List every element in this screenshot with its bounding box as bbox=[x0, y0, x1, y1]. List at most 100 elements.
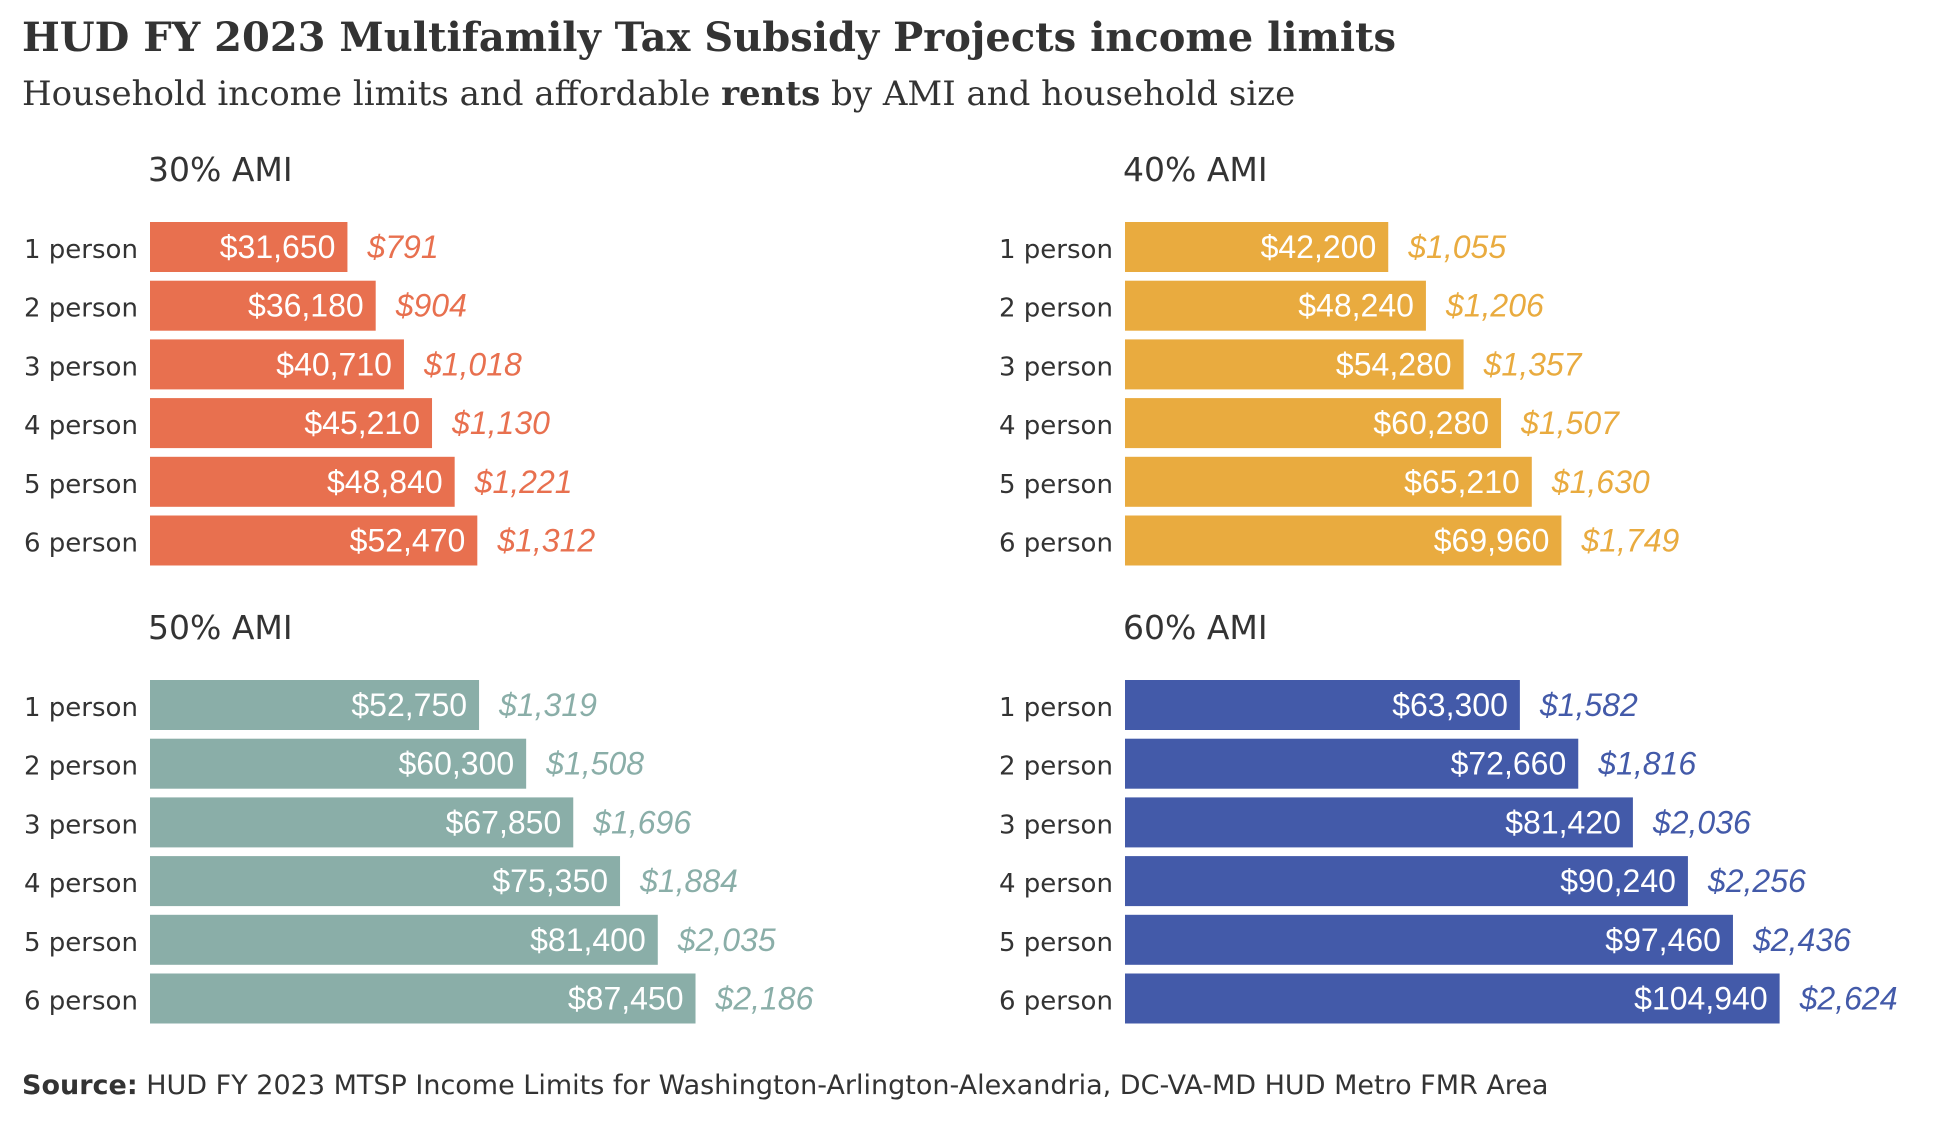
income-bar bbox=[150, 914, 658, 965]
category-label: 2 person bbox=[999, 752, 1113, 782]
category-label: 3 person bbox=[999, 352, 1113, 382]
income-bar bbox=[1125, 973, 1780, 1024]
category-label: 6 person bbox=[24, 529, 138, 559]
income-bar bbox=[1125, 515, 1562, 566]
income-label: $65,210 bbox=[1404, 464, 1520, 500]
rent-label: $1,582 bbox=[1539, 687, 1638, 723]
bar-chart-60-ami: 1 person $63,300 $1,582 2 person $72,660 $1,8… bbox=[999, 680, 1898, 1024]
rent-label: $2,256 bbox=[1707, 863, 1806, 899]
income-bar bbox=[150, 515, 478, 566]
income-bar bbox=[1125, 680, 1520, 730]
category-label: 5 person bbox=[999, 470, 1113, 500]
panel-title: 60% AMI bbox=[1123, 608, 1268, 647]
income-bar bbox=[150, 398, 433, 449]
category-label: 5 person bbox=[24, 470, 138, 500]
rent-label: $1,357 bbox=[1483, 346, 1583, 382]
chart-subtitle: Household income limits and affordable r… bbox=[22, 74, 1295, 114]
income-bar bbox=[1125, 914, 1733, 965]
source-text: HUD FY 2023 MTSP Income Limits for Washi… bbox=[137, 1070, 1549, 1101]
rent-label: $1,130 bbox=[451, 405, 550, 441]
income-label: $52,750 bbox=[351, 687, 467, 723]
category-label: 4 person bbox=[999, 869, 1113, 899]
rent-label: $1,749 bbox=[1580, 523, 1679, 559]
income-label: $72,660 bbox=[1451, 746, 1567, 782]
income-bar bbox=[1125, 339, 1464, 390]
income-label: $97,460 bbox=[1605, 922, 1721, 958]
category-label: 6 person bbox=[24, 987, 138, 1017]
panel-60-ami: 60% AMI 1 person $63,300 $1,582 2 person $72… bbox=[975, 608, 1950, 1058]
source-note: Source: HUD FY 2023 MTSP Income Limits f… bbox=[22, 1070, 1548, 1101]
income-label: $67,850 bbox=[446, 804, 562, 840]
bar-chart-50-ami: 1 person $52,750 $1,319 2 person $60,300 $1,5… bbox=[24, 680, 814, 1024]
category-label: 3 person bbox=[24, 810, 138, 840]
category-label: 1 person bbox=[999, 235, 1113, 265]
category-label: 5 person bbox=[24, 928, 138, 958]
category-label: 1 person bbox=[24, 693, 138, 723]
bar-chart-30-ami: 1 person $31,650 $791 2 person $36,180 $904 3 … bbox=[24, 222, 595, 566]
panel-title: 40% AMI bbox=[1123, 150, 1268, 189]
chart-title: HUD FY 2023 Multifamily Tax Subsidy Proj… bbox=[22, 14, 1397, 61]
panel-30-ami: 30% AMI 1 person $31,650 $791 2 person $36,1… bbox=[0, 150, 975, 600]
income-bar bbox=[1125, 456, 1532, 507]
rent-label: $2,186 bbox=[715, 981, 814, 1017]
income-bar bbox=[1125, 738, 1579, 789]
rent-label: $1,630 bbox=[1551, 464, 1650, 500]
rent-label: $2,036 bbox=[1652, 804, 1751, 840]
income-label: $69,960 bbox=[1434, 523, 1550, 559]
income-label: $75,350 bbox=[492, 863, 608, 899]
income-label: $81,400 bbox=[530, 922, 646, 958]
category-label: 2 person bbox=[24, 752, 138, 782]
rent-label: $1,816 bbox=[1597, 746, 1696, 782]
source-label: Source: bbox=[22, 1070, 138, 1101]
category-label: 2 person bbox=[24, 294, 138, 324]
category-label: 3 person bbox=[999, 810, 1113, 840]
subtitle-text-bold: rents bbox=[721, 74, 821, 114]
income-label: $60,280 bbox=[1373, 405, 1489, 441]
income-label: $31,650 bbox=[220, 229, 336, 265]
income-bar bbox=[150, 738, 527, 789]
rent-label: $1,508 bbox=[545, 746, 644, 782]
panel-title: 50% AMI bbox=[148, 608, 293, 647]
panel-title: 30% AMI bbox=[148, 150, 293, 189]
income-label: $42,200 bbox=[1261, 229, 1377, 265]
income-label: $87,450 bbox=[568, 981, 684, 1017]
income-label: $104,940 bbox=[1634, 981, 1767, 1017]
category-label: 6 person bbox=[999, 529, 1113, 559]
income-bar bbox=[150, 856, 621, 907]
rent-label: $1,319 bbox=[498, 687, 597, 723]
income-bar bbox=[1125, 797, 1633, 848]
income-bar bbox=[1125, 222, 1389, 272]
income-label: $63,300 bbox=[1392, 687, 1508, 723]
category-label: 2 person bbox=[999, 294, 1113, 324]
rent-label: $791 bbox=[366, 229, 438, 265]
income-bar bbox=[1125, 398, 1502, 449]
income-label: $48,240 bbox=[1298, 288, 1414, 324]
rent-label: $1,507 bbox=[1520, 405, 1620, 441]
income-bar bbox=[150, 797, 574, 848]
rent-label: $1,312 bbox=[496, 523, 595, 559]
rent-label: $1,018 bbox=[423, 346, 522, 382]
income-bar bbox=[150, 280, 376, 331]
subtitle-text-end: by AMI and household size bbox=[820, 74, 1296, 114]
income-bar bbox=[150, 456, 455, 507]
income-bar bbox=[1125, 856, 1688, 907]
income-label: $45,210 bbox=[304, 405, 420, 441]
income-label: $81,420 bbox=[1505, 804, 1621, 840]
income-bar bbox=[150, 222, 348, 272]
rent-label: $2,035 bbox=[677, 922, 776, 958]
income-bar bbox=[150, 973, 696, 1024]
income-label: $36,180 bbox=[248, 288, 364, 324]
income-label: $90,240 bbox=[1560, 863, 1676, 899]
rent-label: $2,436 bbox=[1752, 922, 1851, 958]
rent-label: $904 bbox=[395, 288, 467, 324]
income-label: $40,710 bbox=[276, 346, 392, 382]
bar-chart-40-ami: 1 person $42,200 $1,055 2 person $48,240 $1,2… bbox=[999, 222, 1679, 566]
rent-label: $2,624 bbox=[1799, 981, 1898, 1017]
income-label: $54,280 bbox=[1336, 346, 1452, 382]
income-bar bbox=[1125, 280, 1426, 331]
rent-label: $1,884 bbox=[639, 863, 738, 899]
category-label: 4 person bbox=[24, 411, 138, 441]
income-bar bbox=[150, 680, 480, 730]
category-label: 5 person bbox=[999, 928, 1113, 958]
rent-label: $1,221 bbox=[474, 464, 573, 500]
